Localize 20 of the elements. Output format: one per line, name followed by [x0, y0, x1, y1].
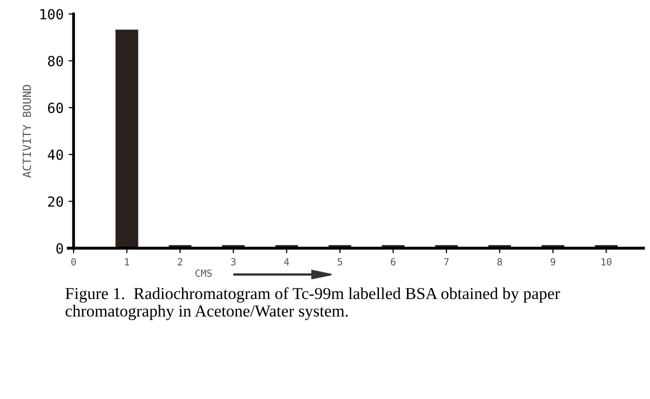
x-tick-label: 10 [602, 258, 612, 266]
x-tick-label: 5 [338, 258, 342, 266]
caption: Figure 1. Radiochromatogram of Tc-99m labelled BSA obtained by paper chromatography in Acetone/Water system. [65, 287, 560, 320]
x-tick-label: 2 [178, 258, 182, 266]
y-tick-label: 80 [48, 56, 63, 66]
x-tick-label: 6 [390, 258, 396, 266]
y-tick-label: 40 [48, 150, 63, 160]
x-tick-label: 4 [284, 258, 290, 266]
x-axis-title: CMS [195, 269, 212, 277]
x-tick-label: 7 [444, 258, 449, 266]
x-tick-label: 8 [497, 258, 502, 266]
x-tick-label: 3 [231, 258, 236, 266]
x-tick-label: 0 [71, 258, 76, 266]
x-tick-label: 9 [550, 258, 556, 266]
y-axis-title: ACTIVITY BOUND [22, 84, 32, 178]
y-tick-label: 60 [48, 102, 63, 114]
x-tick-label: 1 [125, 258, 130, 266]
y-tick-label: 20 [48, 196, 63, 207]
y-tick-label: 0 [56, 243, 63, 254]
y-tick-label: 100 [40, 8, 63, 20]
